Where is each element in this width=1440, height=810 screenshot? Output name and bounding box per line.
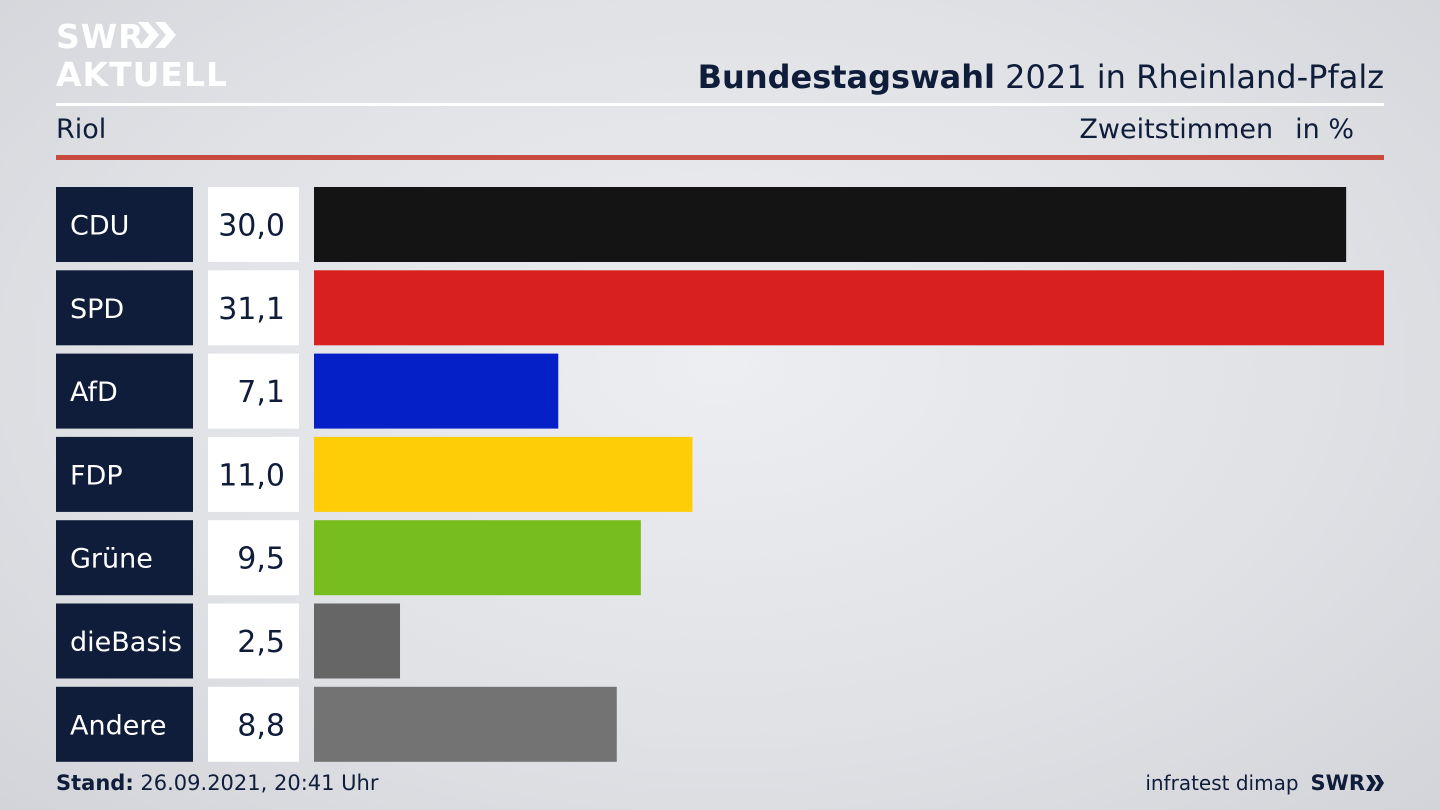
bar <box>314 436 693 512</box>
value-box <box>208 187 299 262</box>
category-label: Grüne <box>70 544 153 575</box>
bar-row: CDU 30,0 <box>56 187 1347 262</box>
bar <box>314 686 617 762</box>
category-label: AfD <box>70 377 118 408</box>
bar <box>314 353 559 429</box>
region-label: Riol <box>56 114 107 145</box>
bar-row: dieBasis 2,5 <box>56 603 401 679</box>
logo-line-2: AKTUELL <box>56 55 226 90</box>
value-box <box>208 353 299 429</box>
category-box <box>56 520 193 596</box>
value-label: 30,0 <box>218 209 285 244</box>
header-divider <box>56 103 1384 106</box>
stand-value: 26.09.2021, 20:41 Uhr <box>133 771 379 795</box>
swr-small-text: SWR <box>1310 771 1365 795</box>
measure-text: Zweitstimmen <box>1079 114 1274 145</box>
bar-row: FDP 11,0 <box>56 436 693 512</box>
value-label: 2,5 <box>237 625 285 660</box>
bar <box>314 270 1384 346</box>
title-bold: Bundestagswahl <box>697 58 995 96</box>
value-box <box>208 270 299 346</box>
bar <box>314 520 641 596</box>
value-box <box>208 686 299 762</box>
category-box <box>56 603 193 679</box>
measure-label: Zweitstimmen in % <box>1079 114 1354 145</box>
source-text: infratest dimap <box>1145 771 1299 795</box>
value-label: 31,1 <box>218 292 285 327</box>
value-label: 7,1 <box>237 375 285 410</box>
bar-row: AfD 7,1 <box>56 353 559 429</box>
category-label: CDU <box>70 211 129 242</box>
timestamp: Stand: 26.09.2021, 20:41 Uhr <box>56 771 379 795</box>
swr-aktuell-logo: SWR AKTUELL <box>56 18 226 90</box>
title-rest: 2021 in Rheinland-Pfalz <box>995 58 1384 96</box>
chevrons-icon <box>1366 775 1384 791</box>
category-label: FDP <box>70 460 123 491</box>
value-label: 8,8 <box>237 708 285 743</box>
stand-label: Stand: <box>56 771 134 795</box>
accent-divider <box>56 155 1384 160</box>
category-label: Andere <box>70 710 166 741</box>
bar-row: Andere 8,8 <box>56 686 617 762</box>
category-box <box>56 686 193 762</box>
category-box <box>56 353 193 429</box>
category-box <box>56 436 193 512</box>
category-box <box>56 270 193 346</box>
logo-chevrons-icon <box>138 22 176 48</box>
value-label: 11,0 <box>218 458 285 493</box>
category-label: dieBasis <box>70 627 182 658</box>
source-credit: infratest dimap SWR <box>1145 771 1384 795</box>
value-box <box>208 436 299 512</box>
unit-text: in % <box>1295 114 1354 145</box>
category-label: SPD <box>70 294 124 325</box>
value-box <box>208 603 299 679</box>
logo-line-1: SWR <box>56 18 145 56</box>
category-box <box>56 187 193 262</box>
bar <box>314 603 401 679</box>
bar-row: Grüne 9,5 <box>56 520 641 596</box>
chart-title: Bundestagswahl 2021 in Rheinland-Pfalz <box>698 58 1384 96</box>
value-label: 9,5 <box>237 542 285 577</box>
swr-small-logo: SWR <box>1311 771 1384 795</box>
value-box <box>208 520 299 596</box>
bar <box>314 187 1347 262</box>
bar-row: SPD 31,1 <box>56 270 1384 346</box>
